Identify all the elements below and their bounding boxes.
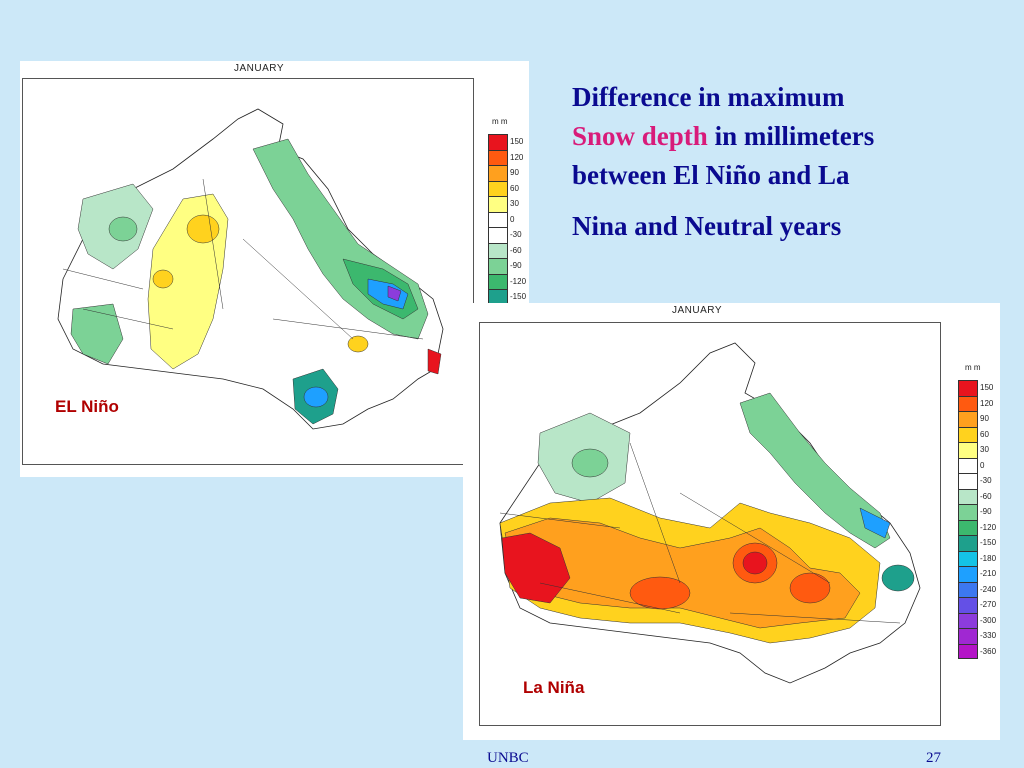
legend-swatch	[488, 149, 508, 165]
title-line-1: Difference in maximum	[572, 82, 845, 112]
legend-swatch	[488, 258, 508, 274]
legend-label: -240	[980, 584, 997, 594]
legend-swatch	[958, 535, 978, 551]
legend-swatch	[958, 612, 978, 628]
el-nino-snow-depth-map	[57, 108, 444, 430]
negative-spot	[108, 216, 138, 242]
legend-label: -30	[510, 230, 522, 239]
legend-label: -180	[980, 553, 997, 563]
legend-label: 60	[980, 429, 989, 439]
legend-label: 150	[980, 383, 994, 392]
legend-swatch	[488, 289, 508, 305]
legend-label: -150	[980, 538, 997, 547]
legend-swatch	[958, 426, 978, 442]
positive-spot-east	[789, 572, 831, 604]
legend-swatch	[958, 643, 978, 659]
legend-swatch	[958, 473, 978, 489]
legend-label: 30	[510, 199, 519, 208]
legend-label: -90	[980, 507, 992, 516]
legend-swatch	[958, 488, 978, 504]
el-nino-map-panel: JANUARY m m 15	[20, 61, 529, 477]
legend-label: 150	[510, 137, 524, 146]
positive-spot-central	[629, 576, 691, 610]
legend-label: -60	[980, 491, 992, 501]
legend-swatch	[958, 519, 978, 535]
legend-label: 90	[510, 168, 519, 177]
legend-label: -30	[980, 476, 992, 485]
legend-swatch	[488, 242, 508, 258]
legend-swatch	[958, 395, 978, 411]
legend-label: -60	[510, 245, 522, 255]
legend-label: 0	[980, 460, 985, 470]
positive-region-red-west	[501, 532, 571, 604]
positive-spot-2	[152, 269, 174, 289]
legend-label: -360	[980, 646, 997, 656]
legend-label: 120	[980, 398, 994, 408]
footer-organization: UNBC	[487, 750, 529, 766]
map-title: JANUARY	[234, 63, 284, 74]
legend-swatch	[958, 628, 978, 644]
negative-spot-east	[881, 564, 915, 592]
legend-swatch	[958, 504, 978, 520]
positive-spot	[186, 214, 220, 244]
legend-swatch	[958, 442, 978, 458]
legend-swatch	[958, 457, 978, 473]
la-nina-snow-depth-map	[499, 342, 921, 684]
contour-lines	[499, 442, 901, 624]
contour-lines	[62, 178, 424, 340]
legend-label: -210	[980, 569, 997, 578]
negative-spot	[571, 448, 609, 478]
legend-label: -330	[980, 631, 997, 640]
negative-region-southwest	[70, 303, 124, 365]
legend-label: -150	[510, 292, 527, 301]
page-number: 27	[926, 750, 941, 766]
title-line-2: in millimeters	[707, 121, 875, 151]
legend-swatch	[488, 165, 508, 181]
positive-spot-east	[347, 335, 369, 353]
legend-label: -270	[980, 600, 997, 609]
legend-swatch	[958, 597, 978, 613]
legend-swatch	[958, 380, 978, 396]
map-caption: La Niña	[523, 678, 585, 697]
legend-swatch	[488, 196, 508, 212]
legend-label: -90	[510, 261, 522, 270]
slide-title: Difference in maximum Snow depth in mill…	[572, 78, 1012, 246]
positive-region-south-orange	[504, 517, 861, 629]
legend-swatch	[958, 566, 978, 582]
negative-spot-south	[303, 386, 329, 408]
positive-spot-red-core	[742, 551, 768, 575]
la-nina-map-panel: JANUARY m m 150 120 90 60 30 0 -30 -60 -…	[463, 303, 1000, 740]
map-caption: EL Niño	[55, 397, 119, 416]
negative-region-east-blue	[859, 507, 891, 539]
legend-swatch	[488, 134, 508, 150]
title-highlight: Snow depth	[572, 121, 708, 151]
legend-swatch	[488, 273, 508, 289]
map-title: JANUARY	[672, 305, 722, 316]
legend-swatch	[488, 227, 508, 243]
legend-swatch	[488, 211, 508, 227]
legend-swatch	[958, 411, 978, 427]
legend-label: 60	[510, 183, 519, 193]
map-frame	[22, 78, 474, 465]
title-line-3: between El Niño and La	[572, 160, 850, 190]
legend-label: -300	[980, 615, 997, 625]
negative-region-east	[739, 392, 891, 549]
legend-swatch	[488, 180, 508, 196]
map-frame	[479, 322, 941, 726]
legend-label: 90	[980, 414, 989, 423]
legend-swatch	[958, 581, 978, 597]
legend-unit: m m	[965, 363, 981, 372]
legend-label: -120	[980, 522, 997, 532]
positive-region-east-edge	[427, 348, 442, 375]
legend-unit: m m	[492, 117, 508, 126]
legend-label: 120	[510, 152, 524, 162]
legend-label: 30	[980, 445, 989, 454]
legend-swatch	[958, 550, 978, 566]
title-line-4: Nina and Neutral years	[572, 211, 842, 241]
legend-label: 0	[510, 214, 515, 224]
negative-region-purple	[387, 285, 402, 302]
legend-label: -120	[510, 276, 527, 286]
